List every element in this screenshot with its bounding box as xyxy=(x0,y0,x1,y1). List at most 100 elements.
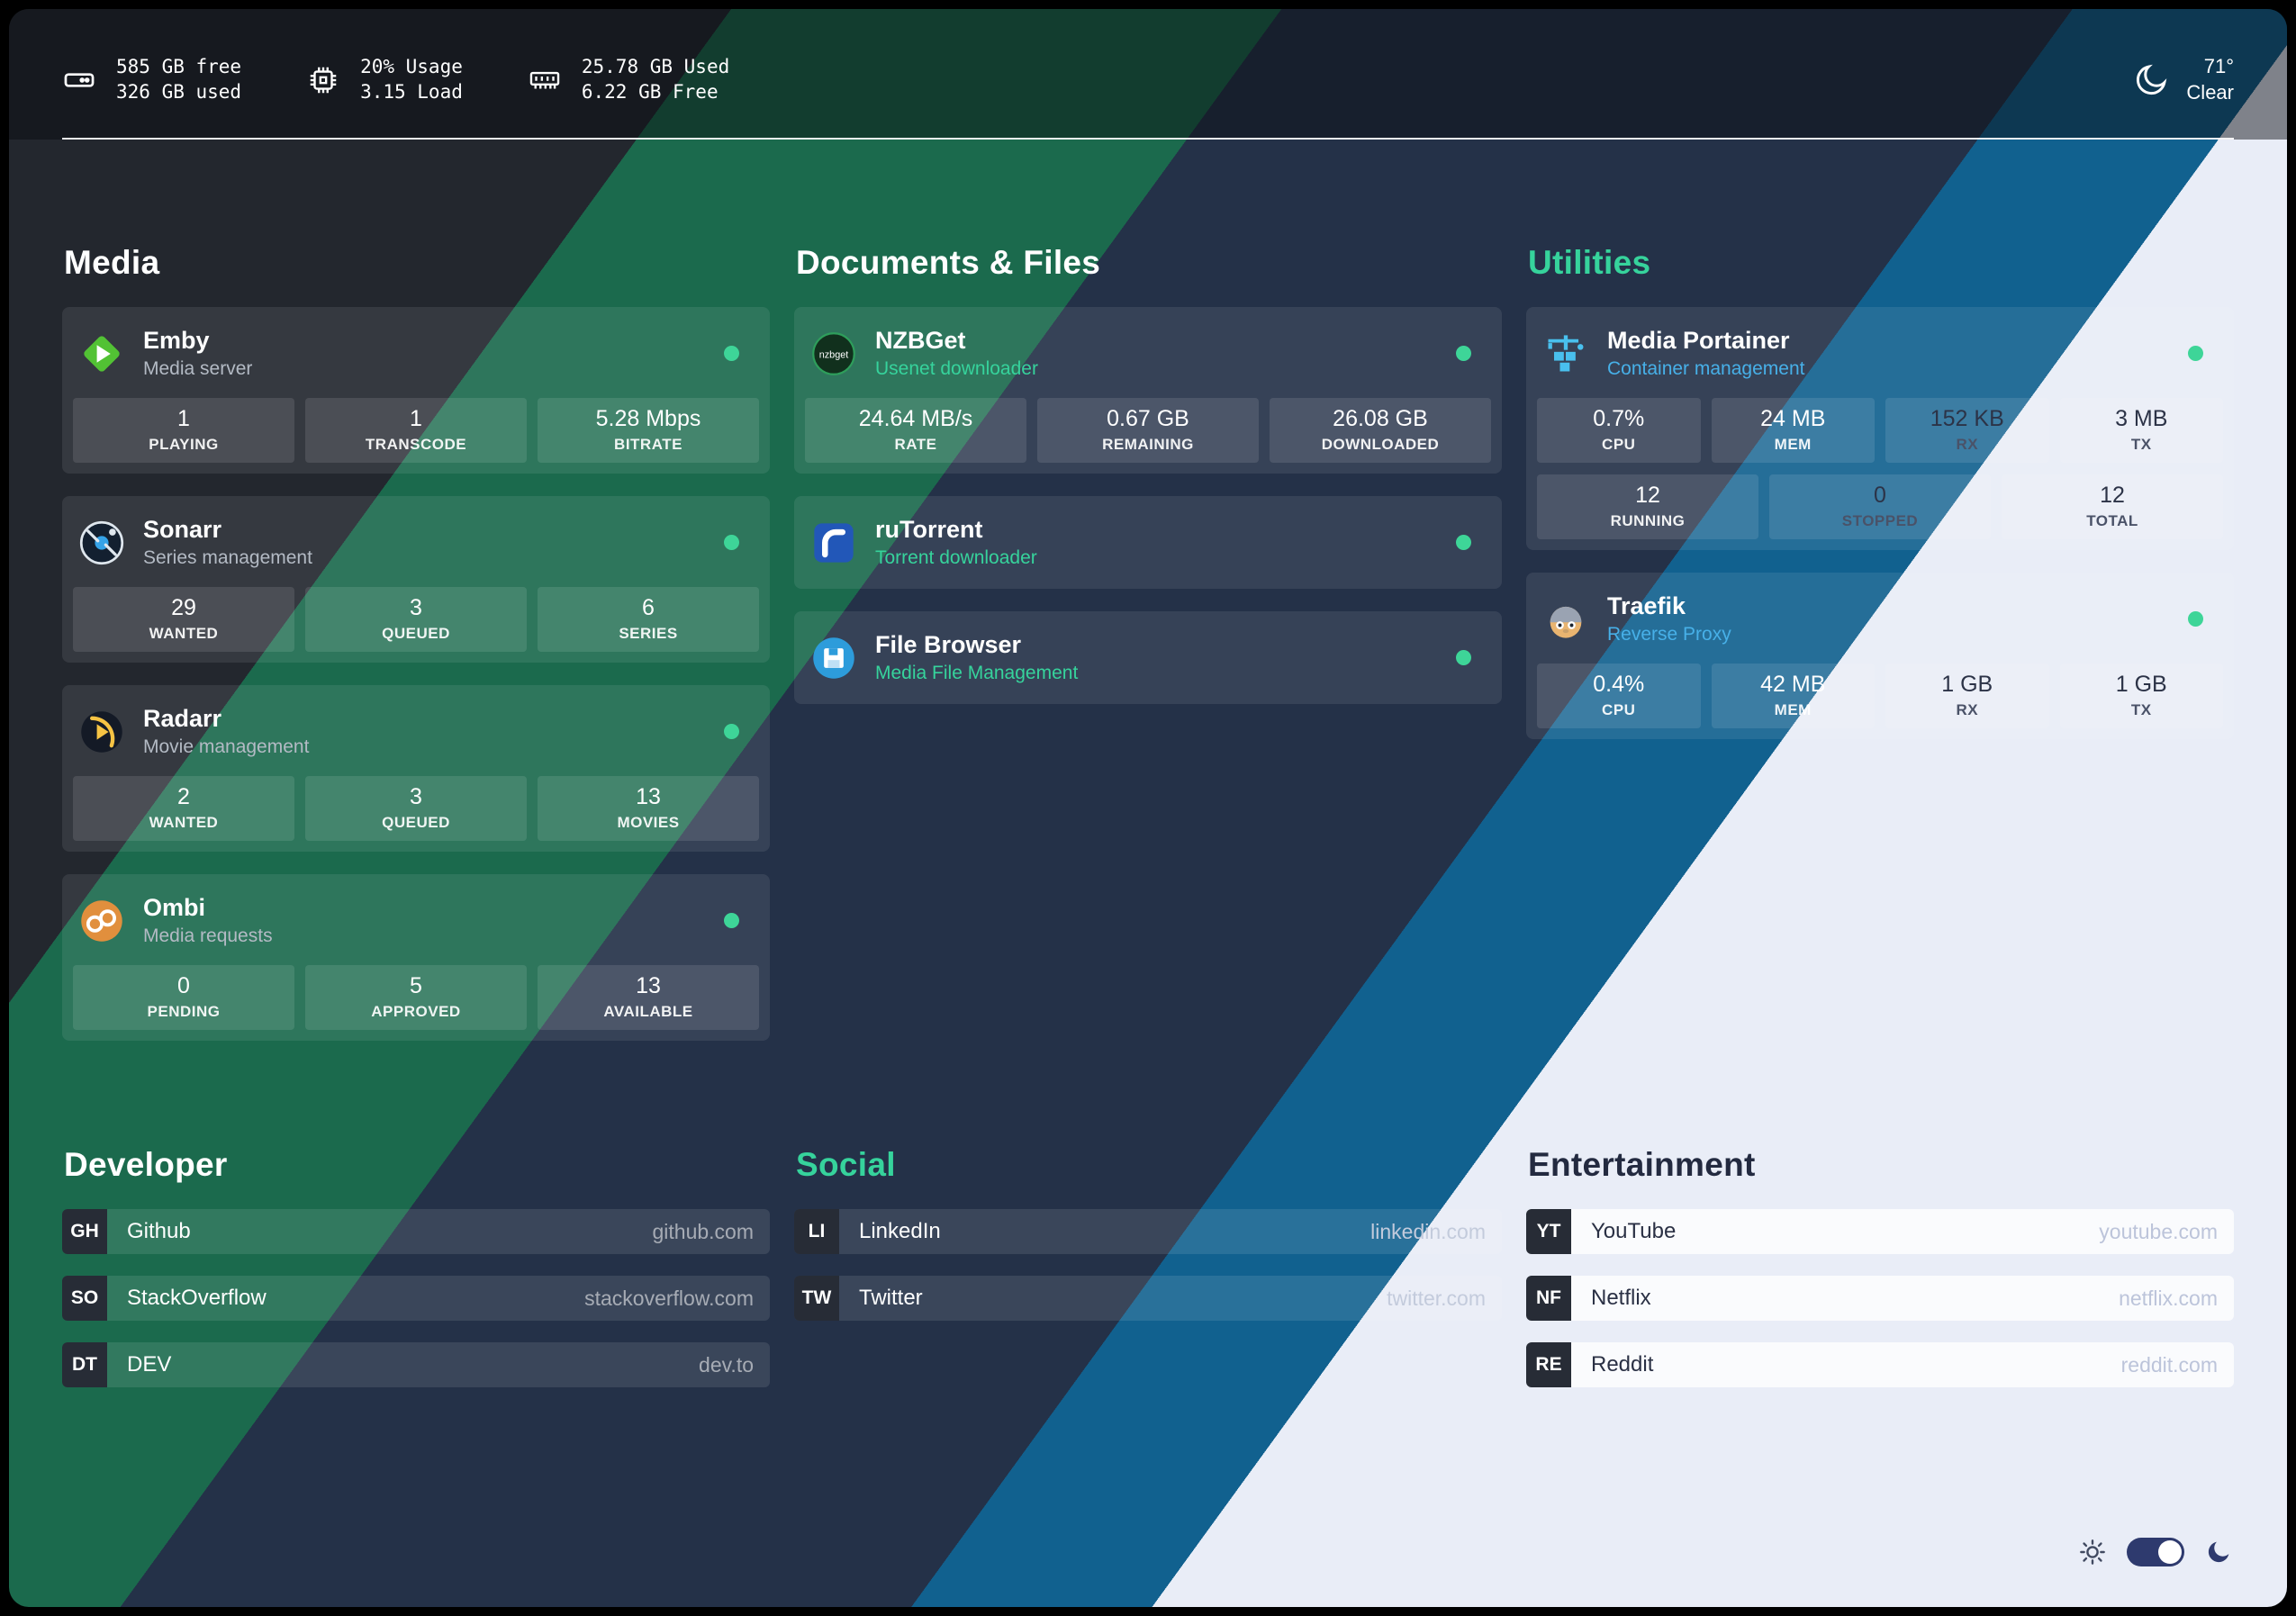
section-entertainment: Entertainment YT YouTube youtube.com NF … xyxy=(1526,1146,2234,1409)
separator-line xyxy=(62,138,2234,140)
disk-usage-widget: 585 GB free 326 GB used xyxy=(62,55,241,104)
memory-icon xyxy=(529,71,560,89)
service-card-filebrowser[interactable]: File Browser Media File Management xyxy=(794,611,1502,705)
app-name: Ombi xyxy=(143,894,206,922)
stat-tile-transcode: 1 TRANSCODE xyxy=(305,398,527,464)
stat-label: QUEUED xyxy=(382,625,450,643)
stat-value: 0 xyxy=(177,973,190,999)
app-name: Media Portainer xyxy=(1607,327,1790,355)
status-dot xyxy=(724,535,739,551)
stat-value: 3 xyxy=(410,595,422,621)
theme-toggle-knob[interactable] xyxy=(2158,1540,2182,1564)
stat-value: 1 xyxy=(177,406,190,432)
stat-tile-queued: 3 QUEUED xyxy=(305,587,527,653)
stackoverflow-tag-icon: SO xyxy=(62,1276,107,1322)
bookmark-linkedin[interactable]: LI LinkedIn linkedin.com xyxy=(794,1209,1502,1255)
filebrowser-icon xyxy=(810,635,857,682)
bookmark-reddit[interactable]: RE Reddit reddit.com xyxy=(1526,1342,2234,1388)
bookmark-github[interactable]: GH Github github.com xyxy=(62,1209,770,1255)
stat-tile-mem: 42 MB MEM xyxy=(1711,664,1875,729)
status-dot xyxy=(724,913,739,929)
stat-label: CPU xyxy=(1602,701,1636,719)
status-dot xyxy=(2188,346,2203,362)
system-status-bar: 585 GB free 326 GB used 20% Usage 3.15 L… xyxy=(9,9,2287,140)
stat-value: 12 xyxy=(2100,483,2125,509)
section-utilities: Utilities Media Portainer Container mana… xyxy=(1526,244,2234,1063)
moon-weather-icon xyxy=(2137,64,2167,95)
bookmark-url: reddit.com xyxy=(2120,1352,2218,1377)
dev-tag-icon: DT xyxy=(62,1342,107,1388)
app-desc: Series management xyxy=(143,547,312,569)
stat-tile-available: 13 AVAILABLE xyxy=(538,965,759,1031)
stat-value: 0.4% xyxy=(1593,672,1645,698)
bookmark-netflix[interactable]: NF Netflix netflix.com xyxy=(1526,1276,2234,1322)
section-media: Media Emby Media server 1 PLAYING 1 TRANSC… xyxy=(62,244,770,1063)
stat-value: 24.64 MB/s xyxy=(858,406,973,432)
status-dot xyxy=(1456,535,1471,551)
stat-label: MOVIES xyxy=(617,814,680,832)
twitter-tag-icon: TW xyxy=(794,1276,839,1322)
app-name: Emby xyxy=(143,327,210,355)
stat-value: 1 GB xyxy=(2115,672,2167,698)
service-card-radarr[interactable]: Radarr Movie management 2 WANTED 3 QUEUED … xyxy=(62,685,770,853)
service-card-rutorrent[interactable]: ruTorrent Torrent downloader xyxy=(794,496,1502,590)
bookmark-stackoverflow[interactable]: SO StackOverflow stackoverflow.com xyxy=(62,1276,770,1322)
sun-icon[interactable] xyxy=(2078,1538,2107,1566)
memory-free-text: 6.22 GB Free xyxy=(581,80,719,103)
stat-value: 2 xyxy=(177,784,190,810)
section-title-documents: Documents & Files xyxy=(796,244,1101,282)
stat-tile-cpu: 0.7% CPU xyxy=(1537,398,1701,464)
stat-tile-playing: 1 PLAYING xyxy=(73,398,294,464)
stat-tile-tx: 1 GB TX xyxy=(2059,664,2223,729)
stat-value: 26.08 GB xyxy=(1333,406,1428,432)
app-desc: Media server xyxy=(143,358,253,380)
bookmark-twitter[interactable]: TW Twitter twitter.com xyxy=(794,1276,1502,1322)
stat-label: RATE xyxy=(894,436,937,454)
bookmark-url: youtube.com xyxy=(2099,1219,2218,1243)
stat-value: 5.28 Mbps xyxy=(595,406,701,432)
theme-switcher xyxy=(2078,1538,2233,1566)
section-social: Social LI LinkedIn linkedin.com TW Twitt… xyxy=(794,1146,1502,1409)
stat-value: 6 xyxy=(642,595,655,621)
moon-icon[interactable] xyxy=(2204,1538,2233,1566)
service-card-ombi[interactable]: Ombi Media requests 0 PENDING 5 APPROVED 1… xyxy=(62,874,770,1042)
service-card-portainer[interactable]: Media Portainer Container management 0.7… xyxy=(1526,307,2234,551)
stat-label: QUEUED xyxy=(382,814,450,832)
bookmark-name: DEV xyxy=(127,1352,172,1377)
emby-icon xyxy=(78,330,125,377)
stat-label: RX xyxy=(1956,701,1979,719)
service-card-nzbget[interactable]: nzbget NZBGet Usenet downloader 24.64 MB… xyxy=(794,307,1502,474)
bookmark-name: YouTube xyxy=(1591,1219,1677,1244)
stat-label: SERIES xyxy=(619,625,678,643)
app-desc: Container management xyxy=(1607,358,1805,380)
stat-tile-cpu: 0.4% CPU xyxy=(1537,664,1701,729)
cpu-usage-widget: 20% Usage 3.15 Load xyxy=(306,55,463,104)
memory-used-text: 25.78 GB Used xyxy=(581,56,730,78)
stat-label: BITRATE xyxy=(614,436,682,454)
bookmark-url: linkedin.com xyxy=(1370,1219,1486,1243)
service-card-traefik[interactable]: Traefik Reverse Proxy 0.4% CPU 42 MB MEM 1… xyxy=(1526,573,2234,740)
stat-tile-running: 12 RUNNING xyxy=(1537,474,1758,540)
status-dot xyxy=(1456,650,1471,666)
bookmark-name: StackOverflow xyxy=(127,1286,267,1311)
sonarr-icon xyxy=(78,519,125,566)
stat-value: 42 MB xyxy=(1760,672,1826,698)
status-dot xyxy=(2188,611,2203,627)
stat-tile-bitrate: 5.28 Mbps BITRATE xyxy=(538,398,759,464)
bookmark-dev[interactable]: DT DEV dev.to xyxy=(62,1342,770,1388)
section-title-media: Media xyxy=(64,244,160,282)
dashboard-background: 585 GB free 326 GB used 20% Usage 3.15 L… xyxy=(9,9,2287,1607)
rutorrent-icon xyxy=(810,519,857,566)
stat-value: 0.67 GB xyxy=(1107,406,1189,432)
section-title-entertainment: Entertainment xyxy=(1528,1146,1756,1184)
bookmark-youtube[interactable]: YT YouTube youtube.com xyxy=(1526,1209,2234,1255)
stat-value: 3 MB xyxy=(2115,406,2168,432)
app-desc: Torrent downloader xyxy=(875,547,1037,569)
app-name: Sonarr xyxy=(143,516,222,544)
youtube-tag-icon: YT xyxy=(1526,1209,1571,1255)
stat-value: 0 xyxy=(1874,483,1886,509)
theme-toggle[interactable] xyxy=(2127,1538,2184,1566)
service-card-sonarr[interactable]: Sonarr Series management 29 WANTED 3 QUEUE… xyxy=(62,496,770,664)
disk-used-text: 326 GB used xyxy=(116,80,242,103)
service-card-emby[interactable]: Emby Media server 1 PLAYING 1 TRANSCODE 5.… xyxy=(62,307,770,474)
